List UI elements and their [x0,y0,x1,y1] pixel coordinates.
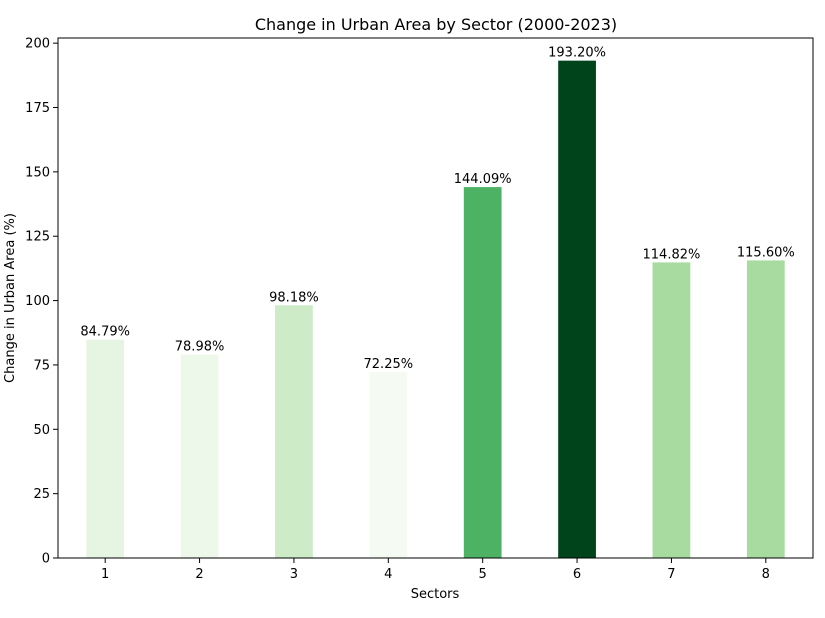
bar-sector-2 [180,354,219,558]
plot-frame [57,37,814,559]
x-tick-label: 1 [101,567,109,582]
x-tick-label: 7 [667,567,675,582]
x-tick-label: 3 [290,567,298,582]
y-tick-label: 0 [42,552,50,567]
y-tick-label: 100 [25,294,50,309]
data-label: 98.18% [269,290,319,305]
x-tick-label: 2 [195,567,203,582]
x-tick-label: 6 [573,567,581,582]
x-axis-label: Sectors [411,587,460,602]
data-labels: 84.79% 78.98% 98.18% 72.25% 144.09% 193.20% 11… [80,46,794,372]
y-tick-label: 175 [25,101,50,116]
x-tick-label: 8 [762,567,770,582]
bar-sector-1 [86,339,125,558]
data-label: 193.20% [548,46,606,61]
data-label: 144.09% [454,172,512,187]
y-tick-label: 75 [33,358,50,373]
axis-ticks: 0 25 50 75 100 125 150 175 200 1 2 3 4 5 6 7 8 [25,37,770,582]
data-label: 78.98% [175,340,225,355]
x-tick-label: 5 [479,567,487,582]
bar-sector-3 [275,305,313,558]
x-tick-label: 4 [384,567,392,582]
bar-sector-5 [463,187,502,558]
y-tick-label: 25 [33,487,50,502]
data-label: 114.82% [643,247,701,262]
bar-sector-7 [652,262,691,558]
y-axis-label: Change in Urban Area (%) [3,213,18,383]
y-tick-label: 200 [25,37,50,52]
bar-sector-4 [369,372,408,558]
data-label: 72.25% [364,357,414,372]
chart-title: Change in Urban Area by Sector (2000-202… [255,15,617,34]
y-tick-label: 50 [33,423,50,438]
y-tick-label: 150 [25,165,50,180]
data-label: 115.60% [737,245,795,260]
bars [86,60,785,558]
y-tick-label: 125 [25,230,50,245]
bar-sector-8 [746,260,785,558]
data-label: 84.79% [80,325,130,340]
bar-sector-6 [558,60,596,558]
